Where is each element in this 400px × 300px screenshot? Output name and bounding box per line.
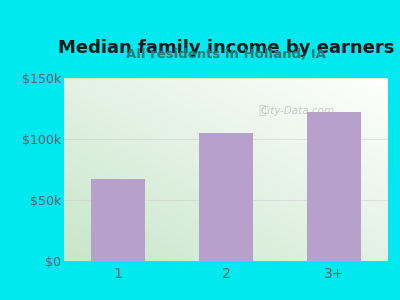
Bar (199, 133, 253, 261)
Text: City-Data.com: City-Data.com (260, 106, 334, 116)
Title: Median family income by earners: Median family income by earners (58, 39, 394, 57)
Bar (91, 179, 145, 261)
Text: ⓘ: ⓘ (258, 104, 265, 117)
Text: All residents in Holland, IA: All residents in Holland, IA (126, 49, 326, 62)
Bar (307, 112, 361, 261)
